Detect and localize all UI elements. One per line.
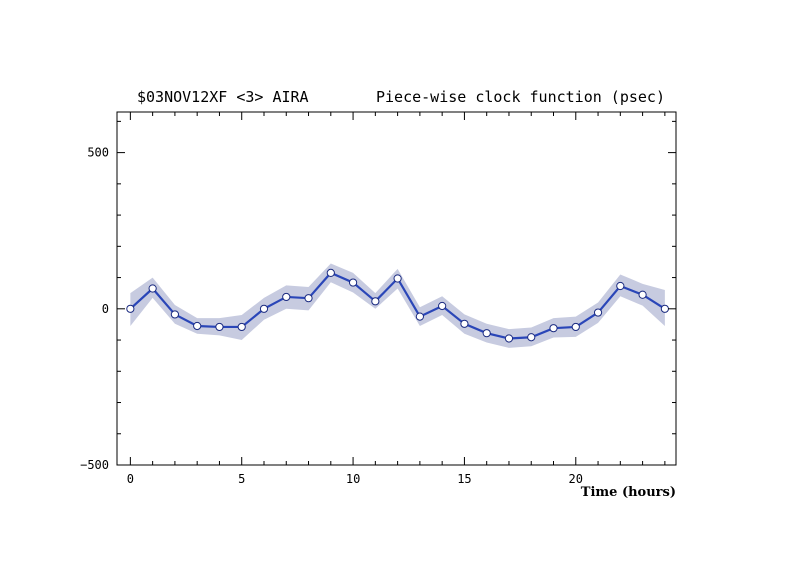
x-tick-label: 10 [346,472,360,486]
data-point [126,304,135,313]
data-point [193,321,202,331]
data-point [326,268,335,277]
data-point [170,310,180,319]
y-tick-labels: −500 0 500 [80,146,109,472]
data-point [393,274,402,283]
data-point [371,297,380,306]
axis-ticks [117,112,676,466]
x-tick-label: 20 [569,472,583,486]
data-point [237,322,246,332]
y-tick-label: −500 [80,458,109,472]
data-point [616,281,625,291]
x-tick-labels: 0 5 10 15 20 [127,472,583,486]
data-markers [126,268,669,343]
data-point [148,284,157,293]
plot-frame [116,111,677,466]
data-point [527,333,536,342]
x-tick-label: 5 [238,472,245,486]
data-point [593,308,603,317]
data-point [571,322,580,332]
x-tick-label: 15 [457,472,471,486]
data-point [259,304,269,313]
data-point [438,301,447,311]
x-tick-label: 0 [127,472,134,486]
data-point [348,278,358,287]
data-point [415,312,424,321]
data-point [504,334,514,343]
x-axis-label: Time (hours) [581,485,676,500]
y-tick-label: 0 [102,302,109,316]
data-point [282,292,291,302]
data-point [215,322,224,332]
data-point [304,294,313,303]
data-point [660,304,669,313]
data-point [460,319,469,328]
data-point [482,329,491,338]
y-tick-label: 500 [87,146,109,160]
chart-title-source: $03NOV12XF <3> AIRA [137,88,309,106]
chart-title-function: Piece-wise clock function (psec) [376,88,665,106]
data-point [638,290,647,299]
data-point [549,324,558,333]
